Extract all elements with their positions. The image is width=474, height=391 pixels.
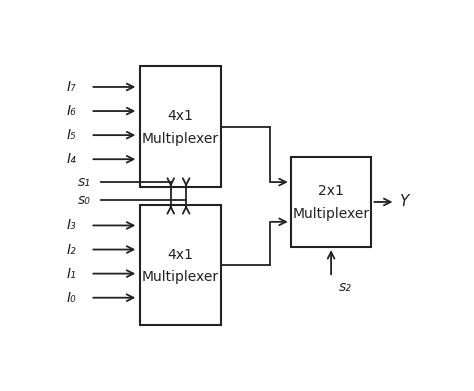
Text: I₁: I₁ [66,267,76,281]
Text: I₇: I₇ [66,80,76,94]
Text: s₂: s₂ [338,280,351,294]
Bar [291,157,372,247]
Text: I₆: I₆ [66,104,76,118]
Bar [140,205,221,325]
Text: I₀: I₀ [66,291,76,305]
Text: 4x1: 4x1 [167,109,193,123]
Text: I₃: I₃ [66,219,76,233]
Text: s₀: s₀ [78,194,91,208]
Text: 4x1: 4x1 [167,248,193,262]
Bar [140,66,221,187]
Text: I₂: I₂ [66,242,76,256]
Text: I₄: I₄ [66,152,76,166]
Text: I₅: I₅ [66,128,76,142]
Text: Y: Y [399,194,409,210]
Text: Multiplexer: Multiplexer [142,132,219,146]
Text: 2x1: 2x1 [318,185,344,199]
Text: Multiplexer: Multiplexer [292,207,370,221]
Text: s₁: s₁ [78,176,91,189]
Text: Multiplexer: Multiplexer [142,270,219,284]
